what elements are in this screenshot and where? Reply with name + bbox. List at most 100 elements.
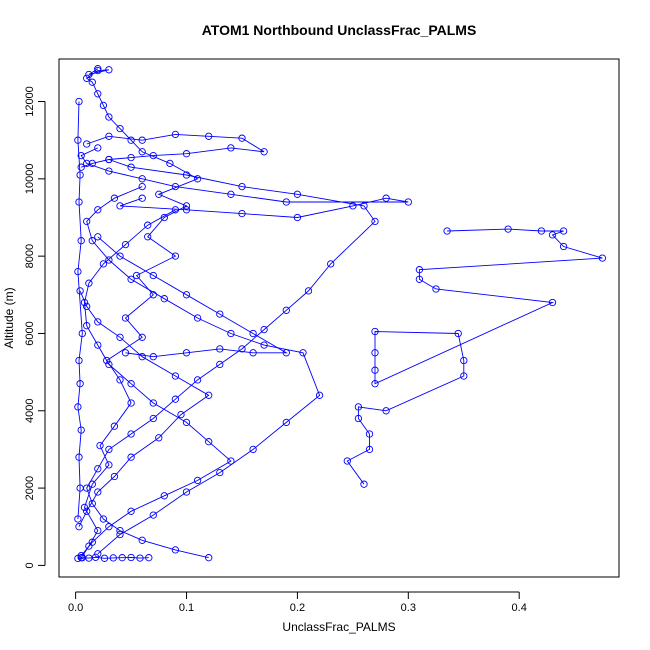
data-point	[327, 260, 335, 268]
data-point	[127, 430, 135, 438]
data-point	[99, 260, 108, 268]
data-point	[121, 314, 130, 322]
data-point	[548, 298, 557, 307]
data-point	[171, 546, 180, 554]
data-point	[118, 554, 126, 562]
data-point	[537, 227, 546, 235]
data-point	[360, 480, 368, 488]
y-tick-label: 0	[24, 562, 36, 568]
data-point	[83, 322, 91, 330]
data-point	[75, 97, 83, 106]
data-point	[110, 422, 119, 430]
data-point	[138, 175, 146, 183]
data-point	[116, 333, 124, 341]
data-point	[100, 554, 109, 562]
data-point	[127, 453, 135, 461]
data-point	[105, 132, 113, 140]
data-point	[138, 148, 146, 156]
data-point	[149, 291, 157, 299]
x-tick-label: 0.3	[401, 602, 416, 614]
data-point	[74, 136, 82, 144]
data-point	[76, 287, 84, 295]
data-point	[83, 507, 91, 515]
data-point	[138, 136, 146, 144]
data-point	[116, 376, 124, 384]
data-point	[74, 554, 82, 563]
data-point	[116, 530, 124, 539]
data-point	[138, 333, 146, 341]
data-point	[415, 275, 424, 283]
data-point	[149, 511, 157, 519]
data-point	[260, 341, 268, 349]
data-point	[193, 376, 202, 384]
data-point	[138, 182, 146, 191]
data-point	[160, 295, 168, 303]
y-tick-label: 8000	[24, 244, 36, 268]
data-point	[127, 136, 135, 144]
x-tick-label: 0.2	[290, 602, 305, 614]
data-point	[371, 380, 379, 388]
data-point	[343, 457, 351, 465]
data-point	[94, 465, 102, 473]
data-point	[193, 314, 202, 322]
data-point	[193, 476, 202, 485]
data-point	[105, 66, 113, 74]
data-point	[205, 554, 213, 562]
series-line-4	[80, 209, 232, 556]
data-point	[88, 538, 96, 546]
data-point	[94, 90, 102, 98]
data-point	[182, 349, 191, 357]
data-point	[216, 468, 224, 477]
data-point	[144, 221, 152, 229]
data-point	[205, 132, 213, 140]
series-line-5	[80, 147, 409, 218]
series-line-2	[346, 228, 603, 485]
data-point	[105, 155, 113, 164]
data-point	[282, 198, 290, 206]
data-point	[460, 356, 468, 365]
data-point	[238, 345, 246, 353]
data-point	[227, 457, 235, 465]
series-line-10	[77, 101, 83, 520]
data-point	[94, 341, 102, 349]
data-point	[105, 445, 113, 454]
data-point	[216, 310, 224, 318]
data-point	[110, 472, 119, 481]
data-point	[460, 372, 468, 380]
data-point	[94, 144, 102, 152]
data-point	[404, 198, 412, 206]
data-point	[77, 237, 85, 245]
data-point	[315, 391, 324, 399]
data-point	[182, 206, 191, 214]
data-point	[116, 202, 124, 210]
data-point	[182, 418, 191, 427]
data-point	[371, 349, 379, 357]
data-point	[155, 190, 163, 198]
data-point	[282, 418, 290, 427]
data-point	[74, 515, 82, 523]
data-point	[304, 287, 313, 295]
data-point	[227, 144, 235, 152]
data-point	[88, 499, 96, 508]
data-point	[559, 242, 568, 251]
data-point	[205, 438, 213, 446]
data-point	[149, 271, 157, 280]
data-point	[127, 275, 135, 283]
data-point	[454, 329, 462, 338]
data-point	[99, 515, 108, 523]
data-point	[282, 306, 290, 314]
data-point	[127, 153, 135, 162]
data-point	[94, 488, 102, 496]
x-tick-label: 0.1	[179, 602, 194, 614]
data-point	[365, 430, 374, 438]
y-axis-label: Altitude (m)	[2, 287, 16, 348]
data-point	[121, 349, 130, 357]
data-point	[116, 526, 124, 535]
data-point	[182, 171, 191, 179]
data-point	[382, 407, 390, 415]
data-point	[85, 279, 93, 287]
data-point	[182, 488, 191, 496]
data-point	[83, 140, 91, 148]
